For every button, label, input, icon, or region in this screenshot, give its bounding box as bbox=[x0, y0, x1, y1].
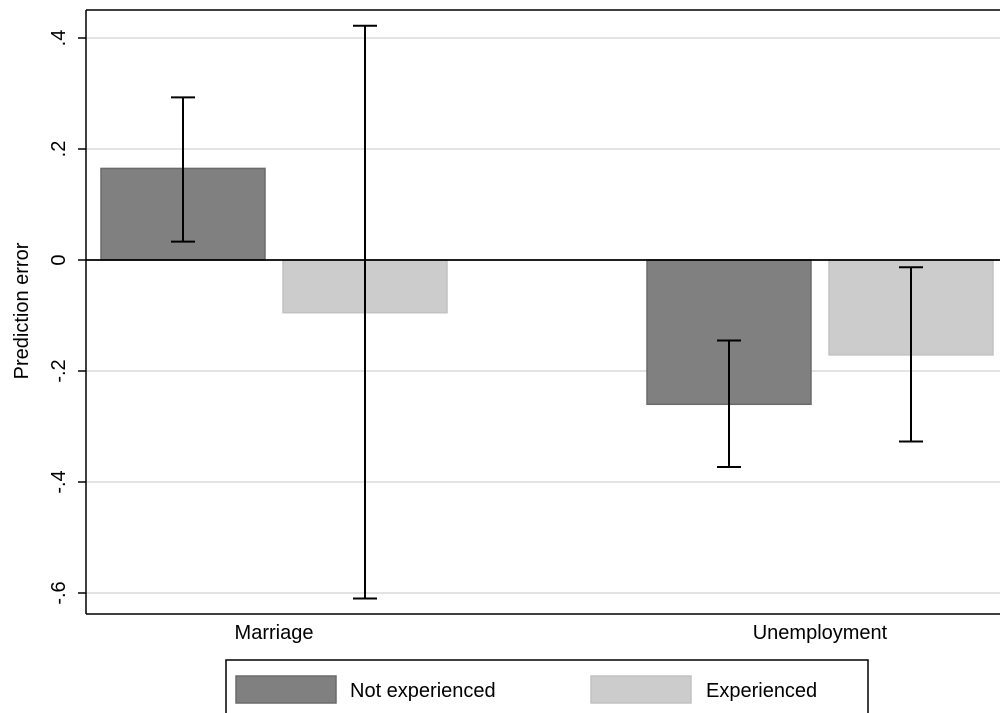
y-tick-label: -.4 bbox=[48, 470, 70, 493]
gridlines bbox=[86, 37, 1000, 594]
legend-swatch bbox=[235, 675, 337, 704]
y-tick-label: 0 bbox=[48, 254, 70, 265]
axes bbox=[78, 9, 1000, 615]
error-bar bbox=[171, 96, 195, 243]
x-category-label: Marriage bbox=[235, 622, 314, 644]
error-bar bbox=[899, 266, 923, 443]
legend-label: Not experienced bbox=[350, 680, 496, 702]
legend-item: Not experienced bbox=[235, 675, 496, 704]
error-bar bbox=[717, 339, 741, 469]
legend-item: Experienced bbox=[590, 675, 817, 704]
error-bar bbox=[353, 24, 377, 600]
legend-swatch bbox=[590, 675, 692, 704]
y-tick-label: -.6 bbox=[48, 581, 70, 604]
axis-labels: .4 .2 0 -.2 -.4 -.6 Marriage Unemployment bbox=[48, 30, 888, 644]
y-tick-label: -.2 bbox=[48, 359, 70, 382]
bars bbox=[100, 167, 994, 406]
legend-label: Experienced bbox=[706, 680, 817, 702]
x-category-label: Unemployment bbox=[753, 622, 888, 644]
legend: Not experienced Experienced bbox=[225, 659, 869, 713]
error-bars bbox=[171, 24, 923, 600]
y-axis-title: Prediction error bbox=[11, 242, 33, 379]
y-tick-label: .4 bbox=[48, 30, 70, 47]
y-tick-label: .2 bbox=[48, 141, 70, 158]
